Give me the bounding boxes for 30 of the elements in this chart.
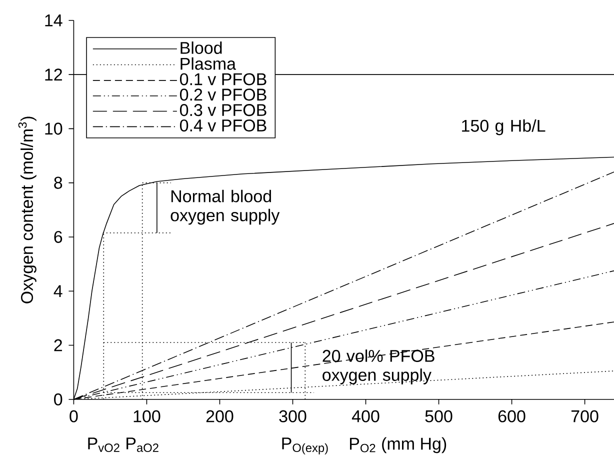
y-tick-label: 12: [45, 68, 62, 80]
x-tick-label: 100: [134, 410, 160, 422]
text: P$_{O(exp)}$: [282, 438, 328, 454]
x-tick-label: 600: [498, 410, 526, 422]
y-tick-label: 4: [54, 285, 62, 297]
text: P$_{aO2}$: [126, 438, 158, 452]
legend-label: 0.4 v PFOB: [180, 119, 266, 132]
y-tick-label: 0: [54, 393, 62, 406]
y-tick-label: 8: [54, 176, 62, 189]
annotation: 150 g Hb/L: [462, 119, 546, 136]
text: P$_{vO2}$: [88, 438, 120, 452]
x-tick-label: 0: [70, 410, 78, 422]
x-tick-label: 400: [352, 410, 380, 422]
legend-label: 0.2 v PFOB: [180, 88, 266, 101]
x-tick-label: 200: [206, 410, 234, 422]
y-axis-title: Oxygen content (mol/m$^{3}$): [18, 116, 36, 304]
annotation: Normal blood oxygen supply: [170, 190, 280, 225]
legend-label: Blood: [180, 41, 222, 54]
x-axis-title: P$_{O2}$ (mm Hg): [350, 437, 446, 454]
y-tick-label: 2: [54, 339, 62, 352]
x-tick-label: 500: [425, 410, 452, 422]
y-tick-label: 14: [45, 14, 62, 26]
x-tick-label: 300: [279, 410, 306, 422]
y-tick-label: 10: [45, 122, 62, 135]
legend-label: 0.3 v PFOB: [180, 104, 266, 116]
y-tick-label: 6: [54, 230, 62, 243]
x-tick-label: 700: [571, 410, 598, 422]
legend-label: 0.1 v PFOB: [180, 73, 266, 86]
legend-label: Plasma: [180, 57, 236, 70]
annotation: 20 vol% PFOB oxygen supply: [322, 349, 434, 384]
